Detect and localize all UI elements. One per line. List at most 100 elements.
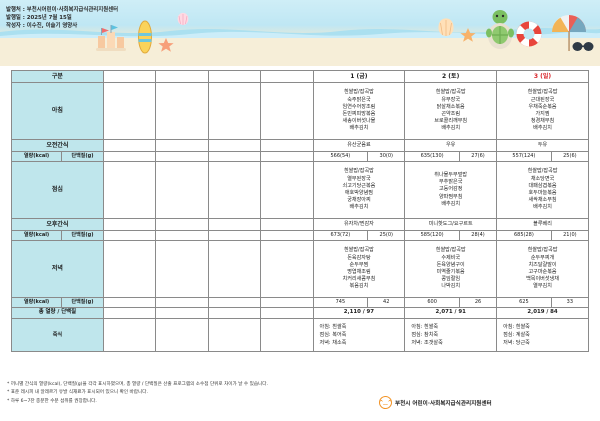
dinner-kcal-row: 열량(kcal) 단백질(g) 745 42 600 26 625 33 <box>10 297 590 308</box>
publisher-info: 발행처 : 부천시어린이·사회복지급식관리지원센터 발행일 : 2025년 7월… <box>6 6 118 31</box>
breakfast-menu-2: 흰쌀밥/잡곡밥 유부장국 닭살채소볶음 곤약조림 브로콜리깨무침 배추김치 <box>404 82 498 140</box>
porridge-3: 아침: 흰쌀죽 점심: 계살죽 저녁: 당근죽 <box>496 318 589 352</box>
empty-kcal-cell <box>102 151 157 162</box>
empty-menu-cell <box>260 240 314 298</box>
afternoon-snack-1: 유자차/찐감자 <box>312 218 406 231</box>
empty-total-cell <box>155 307 209 319</box>
empty-kcal-cell <box>260 151 314 162</box>
empty-menu-cell <box>102 240 157 298</box>
lunch-menu-3: 흰쌀밥/잡곡밥 채소당면국 대패삼겹볶음 호두마늘볶음 새싹채소무침 배추김치 <box>496 161 589 219</box>
sunglasses-icon <box>572 42 594 51</box>
row-label-total: 총 열량 / 단백질 <box>11 307 104 319</box>
surfboard-icon <box>138 20 152 54</box>
publish-date-line: 발행일 : 2025년 7월 15일 <box>6 15 72 22</box>
afternoon-protein-2: 28(4) <box>458 230 498 241</box>
empty-kcal-cell <box>207 297 262 308</box>
empty-kcal-cell <box>155 297 209 308</box>
total-row: 총 열량 / 단백질 2,110 / 97 2,071 / 91 2,019 /… <box>11 307 589 319</box>
dinner-protein-3: 33 <box>550 297 590 308</box>
empty-snack-cell <box>207 139 262 152</box>
dinner-kcal-2: 600 <box>404 297 460 308</box>
row-label-dinner: 저녁 <box>11 240 104 298</box>
morning-snack-2: 우유 <box>404 139 498 152</box>
empty-day-cell <box>155 70 209 83</box>
empty-kcal-cell <box>102 230 157 241</box>
empty-total-cell <box>260 307 314 319</box>
row-label-porridge: 죽식 <box>11 318 104 352</box>
porridge-1: 아침: 흰쌀죽 점심: 복어죽 저녁: 채소죽 <box>312 318 406 352</box>
empty-menu-cell <box>155 240 209 298</box>
empty-snack-cell <box>260 218 314 231</box>
porridge-2: 아침: 흰쌀죽 점심: 참치죽 저녁: 조갯살죽 <box>404 318 498 352</box>
empty-porridge-cell <box>155 318 209 352</box>
morning-kcal-1: 566(54) <box>312 151 369 162</box>
row-label-breakfast: 아침 <box>11 82 104 140</box>
afternoon-snack-row: 오후간식 유자차/찐감자 미니핫도그/요구르트 블루베리 <box>11 218 589 231</box>
empty-snack-cell <box>102 139 157 152</box>
morning-protein-1: 30(0) <box>367 151 406 162</box>
total-3: 2,019 / 84 <box>496 307 589 319</box>
morning-protein-3: 25(6) <box>550 151 590 162</box>
empty-day-cell <box>207 70 262 83</box>
dinner-kcal-3: 625 <box>496 297 552 308</box>
empty-kcal-cell <box>260 297 314 308</box>
table-header-row: 구분 1 (금) 2 (토) 3 (일) <box>11 70 589 83</box>
morning-snack-3: 두유 <box>496 139 589 152</box>
row-label-protein: 단백질(g) <box>61 297 104 308</box>
turtle-icon <box>486 10 514 49</box>
afternoon-kcal-3: 685(28) <box>496 230 552 241</box>
shell-icon <box>177 12 189 25</box>
empty-menu-cell <box>260 161 314 219</box>
morning-kcal-3: 557(124) <box>496 151 552 162</box>
morning-snack-row: 오전간식 유산균음료 우유 두유 <box>11 139 589 152</box>
empty-kcal-cell <box>102 297 157 308</box>
afternoon-snack-2: 미니핫도그/요구르트 <box>404 218 498 231</box>
afternoon-protein-1: 25(0) <box>367 230 406 241</box>
empty-porridge-cell <box>260 318 314 352</box>
meal-plan-table-wrap: 구분 1 (금) 2 (토) 3 (일) 아침 흰쌀밥/잡곡밥 숙주맑은국 임연… <box>10 70 590 352</box>
total-1: 2,110 / 97 <box>312 307 406 319</box>
breakfast-menu-3: 흰쌀밥/잡곡밥 근대된장국 우채죽순볶음 가지찜 청경채무침 배추김치 <box>496 82 589 140</box>
dinner-protein-1: 42 <box>367 297 406 308</box>
empty-snack-cell <box>260 139 314 152</box>
empty-menu-cell <box>102 82 157 140</box>
author-line: 작성자 : 이수진, 이슬기 영양사 <box>6 23 78 30</box>
empty-kcal-cell <box>207 230 262 241</box>
empty-menu-cell <box>102 161 157 219</box>
empty-day-cell <box>260 70 314 83</box>
row-label-afternoon-snack: 오후간식 <box>11 218 104 231</box>
dinner-row: 저녁 흰쌀밥/잡곡밥 돈육감자탕 순두부찜 명엽채조림 치커리새콤무침 볶음김치… <box>11 240 589 298</box>
empty-snack-cell <box>207 218 262 231</box>
porridge-row: 죽식 아침: 흰쌀죽 점심: 복어죽 저녁: 채소죽 아침: 흰쌀죽 점심: 참… <box>11 318 589 352</box>
empty-porridge-cell <box>207 318 262 352</box>
empty-porridge-cell <box>102 318 157 352</box>
footnote-1: * 끼니별 간식의 열량(kcal), 단백질(g)을 각각 표시하였으며, 총… <box>7 382 268 387</box>
afternoon-kcal-1: 673(72) <box>312 230 369 241</box>
starfish-icon <box>158 38 174 52</box>
dinner-kcal-1: 745 <box>312 297 369 308</box>
row-label-protein: 단백질(g) <box>61 230 104 241</box>
empty-menu-cell <box>207 82 262 140</box>
page-banner: 발행처 : 부천시어린이·사회복지급식관리지원센터 발행일 : 2025년 7월… <box>0 0 600 66</box>
publisher-line: 발행처 : 부천시어린이·사회복지급식관리지원센터 <box>6 7 119 13</box>
center-logo-text: 부천시 어린이·사회복지급식관리지원센터 <box>395 400 492 407</box>
empty-kcal-cell <box>155 151 209 162</box>
footnote-3: * 하루 6~7잔 충분한 수분 섭취를 권장합니다. <box>7 398 97 404</box>
dinner-menu-2: 흰쌀밥/잡곡밥 수제비국 돈육양념구이 미역줄기볶음 콩잎절임 나박김치 <box>404 240 498 298</box>
row-label-lunch: 점심 <box>11 161 104 219</box>
parasol-icon <box>552 15 586 51</box>
empty-menu-cell <box>207 240 262 298</box>
swim-ring-icon <box>516 21 542 47</box>
sandcastle-icon <box>96 25 126 51</box>
row-label-morning-snack: 오전간식 <box>11 139 104 152</box>
empty-snack-cell <box>102 218 157 231</box>
day-header-1: 1 (금) <box>312 70 406 83</box>
row-label-kcal: 열량(kcal) <box>10 230 63 241</box>
morning-kcal-2: 635(130) <box>404 151 460 162</box>
empty-menu-cell <box>207 161 262 219</box>
lunch-menu-1: 흰쌀밥/잡곡밥 열무된장국 쇠고기당근볶음 애호박양념찜 궁채장아찌 배추김치 <box>312 161 406 219</box>
footnote-2: * 표준 레시피 내 알레르기 유발 식재료가 표시되어 있으니 확인 바랍니다… <box>7 390 148 396</box>
afternoon-protein-3: 21(0) <box>550 230 590 241</box>
empty-kcal-cell <box>260 230 314 241</box>
